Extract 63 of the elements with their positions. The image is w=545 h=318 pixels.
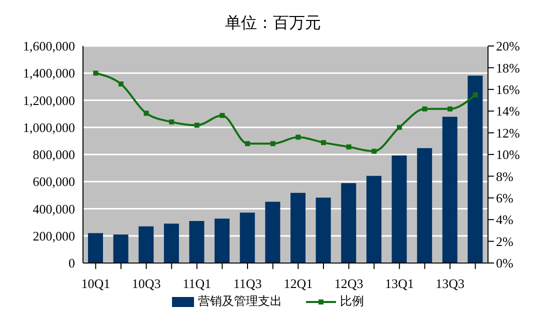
point — [472, 92, 478, 98]
x-tick-label: 13Q1 — [384, 276, 414, 292]
y-tick-label: 1,000,000 — [23, 120, 75, 135]
y-tick-label: 800,000 — [32, 147, 75, 162]
legend-label: 比例 — [340, 293, 364, 310]
bar — [240, 212, 255, 263]
y-tick-label: 0 — [68, 256, 75, 271]
point — [194, 122, 200, 128]
point — [422, 106, 428, 112]
point — [270, 141, 276, 146]
bar — [265, 202, 280, 263]
point — [396, 124, 402, 130]
y2-tick-label: 12% — [496, 125, 520, 140]
bar — [189, 220, 204, 263]
y2-tick-label: 14% — [496, 104, 520, 119]
chart-title: 单位：百万元 — [224, 12, 322, 34]
x-tick-label: 10Q1 — [81, 276, 110, 292]
point — [296, 134, 301, 140]
y2-tick-label: 0% — [496, 256, 514, 271]
y2-tick-label: 20% — [496, 38, 520, 54]
bar — [214, 218, 230, 263]
bar — [392, 155, 407, 263]
y2-tick-label: 8% — [496, 168, 514, 184]
y2-tick-label: 4% — [496, 212, 514, 228]
x-tick-label: 10Q3 — [132, 276, 161, 292]
bar — [88, 233, 103, 263]
x-tick-label: 12Q3 — [334, 276, 364, 292]
bar — [366, 176, 382, 263]
bar — [164, 224, 179, 263]
y-tick-label: 400,000 — [32, 201, 75, 216]
y-tick-label: 600,000 — [32, 174, 75, 190]
bar — [113, 234, 128, 263]
y-tick-label: 1,400,000 — [23, 66, 75, 81]
x-tick-label: 11Q3 — [233, 276, 262, 292]
x-tick-label: 12Q1 — [284, 276, 313, 292]
point — [169, 119, 174, 124]
y-tick-label: 200,000 — [32, 228, 75, 244]
point — [320, 140, 326, 146]
point — [372, 148, 377, 154]
point — [220, 112, 225, 118]
x-tick-label: 13Q3 — [436, 276, 464, 292]
point — [245, 141, 250, 146]
bar — [290, 192, 306, 263]
point — [448, 106, 453, 112]
y2-tick-label: 6% — [496, 190, 514, 206]
bar — [341, 183, 356, 263]
y2-tick-label: 10% — [496, 147, 520, 162]
bar — [442, 116, 458, 263]
y-tick-label: 1,200,000 — [23, 92, 75, 108]
y2-tick-label: 18% — [496, 60, 520, 76]
bar — [468, 76, 483, 263]
point — [144, 110, 149, 116]
bar — [417, 148, 432, 263]
bar — [316, 198, 331, 263]
bar — [138, 226, 154, 263]
point — [93, 70, 98, 76]
legend-label: 营销及管理支出 — [198, 293, 282, 310]
point — [118, 81, 124, 86]
y2-tick-label: 2% — [496, 234, 514, 249]
x-tick-label: 11Q1 — [182, 276, 212, 292]
y-tick-label: 1,600,000 — [23, 38, 75, 54]
y2-tick-label: 16% — [496, 82, 520, 98]
point — [346, 144, 352, 150]
